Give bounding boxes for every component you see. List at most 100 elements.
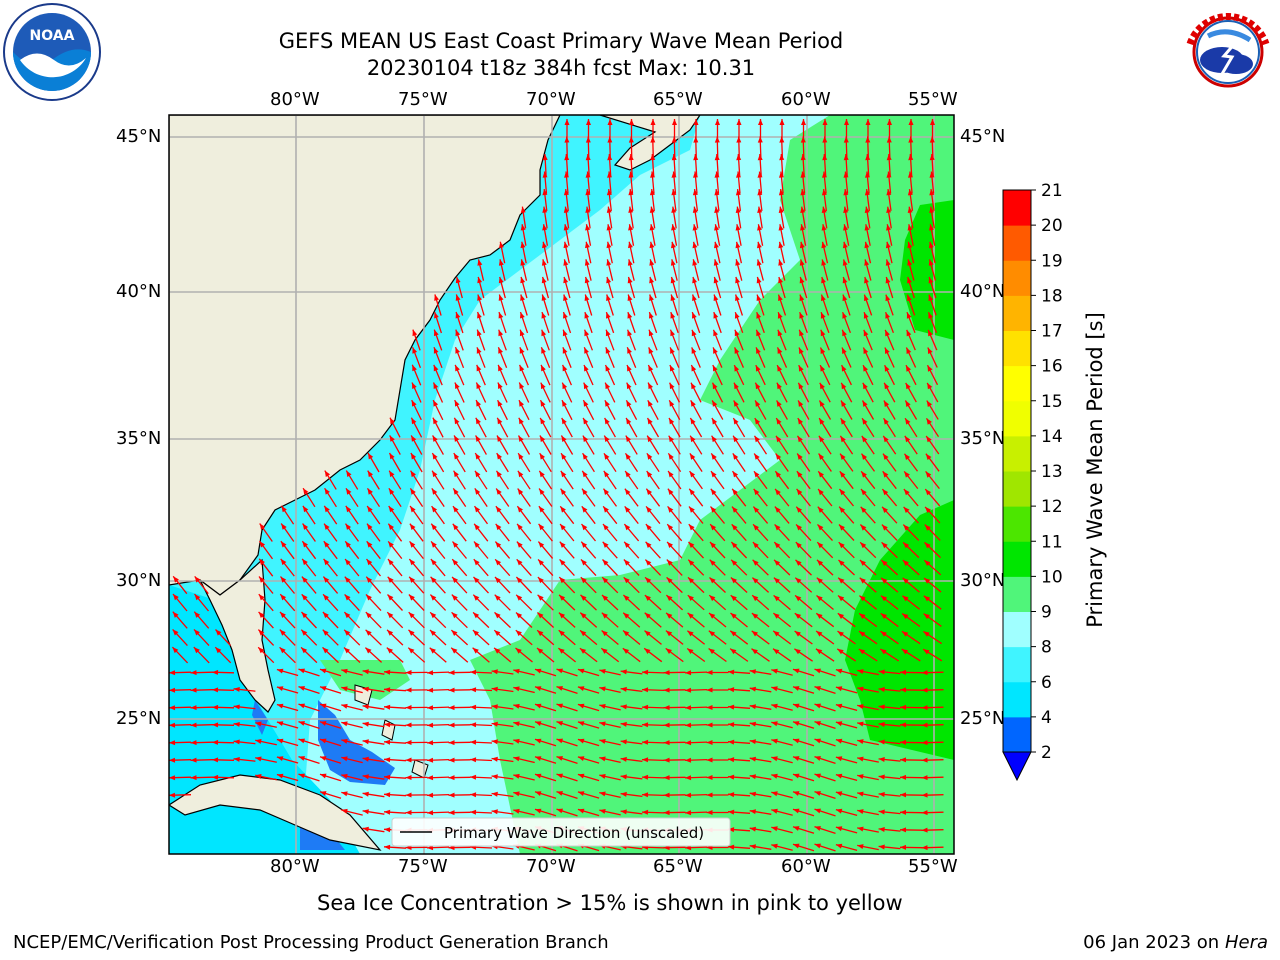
wave-direction-arrowhead (921, 792, 928, 798)
wave-direction-arrowhead (801, 119, 806, 125)
wave-direction-arrowhead (771, 808, 778, 814)
wave-direction-arrowhead (628, 206, 634, 213)
wave-direction-arrowhead (778, 241, 784, 249)
wave-direction-arrowhead (628, 241, 633, 249)
wave-direction-arrowhead (728, 827, 735, 833)
wave-direction-arrowhead (771, 686, 778, 692)
wave-direction-arrowhead (862, 400, 868, 407)
wave-direction-arrowhead (735, 206, 741, 213)
lat-tick-right: 25°N (960, 708, 1006, 729)
colorbar-tick-label: 21 (1041, 181, 1063, 201)
wave-direction-arrowhead (927, 382, 933, 390)
wave-direction-arrowhead (757, 241, 762, 249)
wave-direction-arrowhead (881, 560, 888, 566)
wave-direction-arrowhead (626, 400, 632, 407)
wave-direction-arrowhead (301, 576, 308, 583)
wave-direction-arrowhead (212, 669, 219, 675)
wave-direction-arrowhead (539, 488, 545, 495)
wave-direction-arrowhead (556, 808, 563, 814)
wave-direction-arrowhead (730, 577, 737, 584)
wave-direction-arrowhead (732, 506, 738, 513)
wave-direction-arrowhead (814, 703, 821, 709)
wave-direction-arrowhead (693, 119, 699, 125)
wave-direction-arrowhead (470, 669, 477, 675)
wave-direction-arrowhead (599, 686, 606, 692)
wave-direction-arrowhead (601, 612, 608, 619)
wave-direction-arrowhead (431, 488, 438, 495)
wave-direction-arrowhead (799, 241, 805, 249)
wave-direction-arrowhead (753, 488, 760, 496)
wave-direction-arrowhead (647, 435, 653, 443)
wave-direction-arrowhead (881, 577, 888, 584)
colorbar-swatch (1003, 541, 1031, 577)
period-9-10s-region (470, 115, 954, 854)
wave-direction-arrowhead (903, 542, 910, 549)
wave-direction-arrowhead (169, 705, 176, 711)
wave-direction-arrowhead (366, 541, 373, 548)
wave-direction-arrowhead (513, 668, 520, 674)
wave-direction-arrowhead (687, 630, 694, 637)
wave-direction-arrowhead (755, 382, 761, 390)
wave-direction-arrowhead (644, 630, 651, 637)
wave-direction-arrowhead (542, 171, 548, 178)
wave-direction-arrowhead (172, 647, 179, 654)
wave-direction-arrowhead (255, 756, 262, 762)
wave-direction-arrowhead (537, 577, 544, 584)
wave-direction-arrowhead (491, 791, 498, 797)
wave-direction-arrowhead (733, 435, 739, 443)
wave-direction-arrowhead (642, 704, 649, 710)
wave-direction-arrowhead (169, 670, 176, 676)
wave-direction-arrowhead (259, 558, 265, 566)
wave-direction-arrowhead (577, 756, 585, 761)
wave-direction-arrowhead (714, 154, 720, 161)
wave-direction-arrowhead (908, 136, 914, 143)
wave-direction-arrowhead (518, 417, 524, 425)
wave-direction-arrowhead (627, 294, 633, 301)
wave-direction-arrowhead (880, 631, 887, 637)
wave-direction-arrowhead (470, 774, 477, 780)
wave-direction-arrowhead (861, 435, 868, 443)
wave-direction-arrowhead (885, 241, 891, 249)
wave-direction-arrowhead (559, 577, 566, 584)
wave-direction-arrowhead (751, 648, 758, 655)
wave-direction-arrowhead (302, 558, 308, 566)
wave-direction-arrowhead (714, 189, 720, 196)
wave-direction-arrowhead (427, 722, 434, 728)
wave-direction-arrowhead (556, 738, 563, 744)
wave-direction-arrowhead (562, 364, 568, 372)
colorbar-tick-label: 9 (1041, 603, 1052, 623)
wave-direction-arrowhead (604, 417, 610, 425)
wave-direction-arrowhead (689, 488, 695, 496)
wave-direction-arrowhead (900, 827, 906, 833)
wave-direction-arrowhead (900, 809, 906, 815)
wave-direction-arrowhead (865, 171, 870, 178)
sea-ice-note: Sea Ice Concentration > 15% is shown in … (317, 891, 903, 915)
wave-direction-arrowhead (427, 740, 434, 746)
wave-direction-arrowhead (839, 524, 845, 531)
wave-direction-arrowhead (627, 259, 633, 266)
wave-direction-arrowhead (885, 277, 891, 284)
wave-direction-arrowhead (923, 613, 930, 620)
wave-direction-arrowhead (599, 756, 606, 762)
wave-direction-arrowhead (883, 435, 889, 443)
lat-tick-left: 35°N (116, 428, 162, 449)
colorbar-swatch (1003, 190, 1031, 226)
wave-direction-arrowhead (494, 594, 501, 601)
wave-direction-arrowhead (906, 329, 912, 337)
wave-direction-arrowhead (427, 810, 434, 816)
wave-direction-arrowhead (559, 559, 566, 566)
wave-direction-arrowhead (558, 612, 565, 619)
wave-direction-arrowhead (819, 400, 825, 407)
wave-direction-arrowhead (687, 648, 694, 654)
wave-direction-arrowhead (473, 594, 480, 601)
wave-direction-arrowhead (519, 382, 525, 389)
wave-direction-arrowhead (796, 471, 803, 478)
wave-direction-arrowhead (886, 189, 892, 196)
colorbar-tick-label: 15 (1041, 392, 1063, 412)
wave-direction-arrowhead (541, 364, 546, 372)
colorbar-tick-label: 10 (1041, 567, 1063, 587)
wave-direction-arrowhead (706, 722, 713, 728)
wave-direction-arrowhead (730, 613, 737, 619)
wave-direction-arrowhead (713, 259, 719, 266)
wave-direction-arrowhead (301, 594, 308, 601)
